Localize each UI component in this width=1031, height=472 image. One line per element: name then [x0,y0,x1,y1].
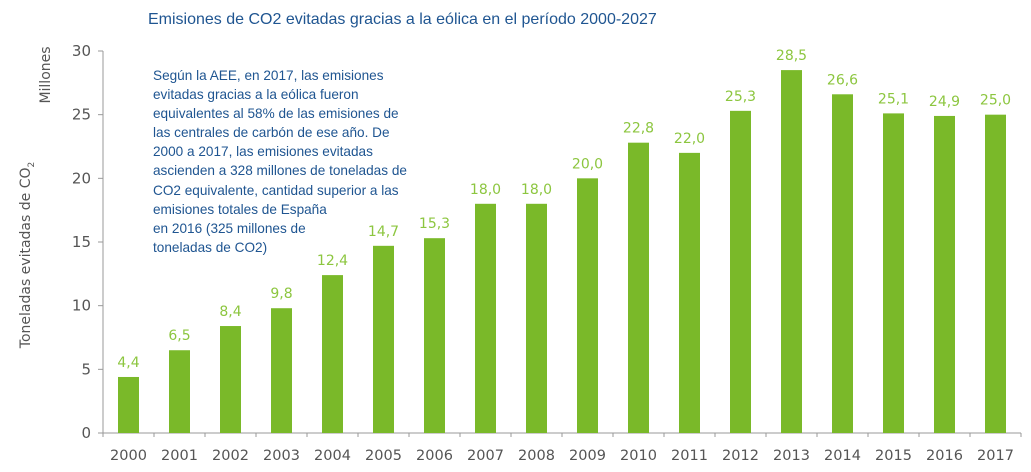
y-tick-label: 30 [72,42,91,60]
x-tick-label: 2000 [110,448,147,464]
bar-2001 [169,350,190,433]
y-tick-label: 5 [81,360,91,378]
x-tick-label: 2012 [722,448,759,464]
x-tick-label: 2006 [416,448,453,464]
data-label-2011: 22,0 [674,131,705,147]
data-label-2013: 28,5 [776,48,807,64]
data-label-2014: 26,6 [827,72,858,88]
y-unit-label: Millones [38,46,54,103]
bar-2003 [271,308,292,433]
data-label-2010: 22,8 [623,121,654,137]
x-tick-label: 2014 [824,448,861,464]
y-tick-label: 20 [72,169,91,187]
bar-2006 [424,238,445,433]
x-tick-label: 2003 [263,448,300,464]
y-tick-label: 25 [72,106,91,124]
x-tick-label: 2008 [518,448,555,464]
data-label-2007: 18,0 [470,182,501,198]
bar-2012 [730,110,751,433]
annotation-text: Según la AEE, en 2017, las emisiones evi… [153,68,407,255]
data-label-2009: 20,0 [572,156,603,172]
x-tick-label: 2009 [569,448,606,464]
bar-2015 [883,113,904,433]
x-tick-label: 2015 [875,448,912,464]
x-tick-label: 2013 [773,448,810,464]
x-tick-label: 2004 [314,448,351,464]
bar-2017 [985,114,1006,434]
bar-2009 [577,178,598,433]
data-label-2005: 14,7 [368,224,399,240]
y-tick-label: 0 [81,424,91,442]
data-label-2003: 9,8 [270,286,292,302]
bar-2010 [628,142,649,433]
data-label-2001: 6,5 [168,328,190,344]
x-tick-label: 2001 [161,448,198,464]
x-tick-label: 2017 [977,448,1014,464]
data-label-2002: 8,4 [219,304,241,320]
data-label-2015: 25,1 [878,91,909,107]
data-label-2006: 15,3 [419,216,450,232]
chart-title: Emisiones de CO2 evitadas gracias a la e… [148,11,657,28]
x-tick-label: 2002 [212,448,249,464]
data-label-2012: 25,3 [725,89,756,105]
x-tick-label: 2007 [467,448,504,464]
bar-2007 [475,203,496,433]
bar-2005 [373,245,394,433]
bar-2014 [832,94,853,433]
data-label-2017: 25,0 [980,93,1011,109]
x-tick-label: 2011 [671,448,708,464]
x-tick-label: 2010 [620,448,657,464]
bar-2013 [781,70,802,433]
bar-2008 [526,203,547,433]
bar-2000 [118,376,139,433]
y-axis-label: Toneladas evitadas de CO2 [18,162,37,349]
x-tick-label: 2005 [365,448,402,464]
data-label-2000: 4,4 [117,355,139,371]
y-tick-label: 15 [72,233,91,251]
data-label-2004: 12,4 [317,253,348,269]
bar-2004 [322,275,343,433]
bar-2002 [220,326,241,433]
data-label-2016: 24,9 [929,94,960,110]
y-tick-label: 10 [72,297,91,315]
x-tick-label: 2016 [926,448,963,464]
bar-2011 [679,152,700,433]
bar-2016 [934,115,955,433]
data-label-2008: 18,0 [521,182,552,198]
